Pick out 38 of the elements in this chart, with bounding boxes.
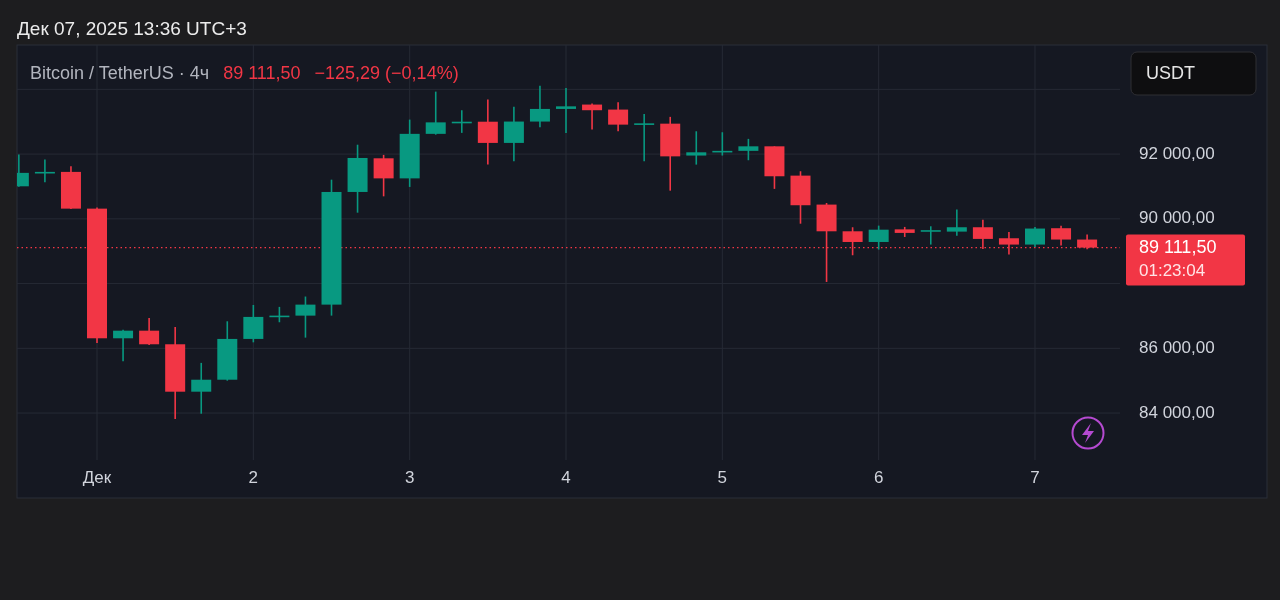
y-tick-label: 92 000,00: [1139, 143, 1215, 163]
ref-line-label: 89 111,50: [1139, 237, 1217, 258]
x-tick-label: 6: [873, 468, 884, 488]
candlestick: [946, 208, 967, 237]
candlestick: [1025, 226, 1045, 248]
y-tick-label: 84 000,00: [1139, 402, 1215, 422]
x-tick-label: 3: [404, 468, 415, 488]
candlestick: [1051, 224, 1072, 247]
candlestick: [113, 329, 134, 363]
candlestick: [556, 87, 576, 134]
candlestick: [738, 138, 759, 162]
candlestick: [373, 154, 394, 198]
candlestick: [295, 295, 316, 339]
candlestick: [920, 225, 941, 246]
candlestick: [425, 90, 446, 136]
candlestick: [529, 84, 550, 129]
candlestick: [477, 98, 498, 166]
candlestick: [868, 224, 889, 251]
x-tick-label: 5: [717, 468, 728, 488]
x-tick-label: 4: [561, 468, 571, 488]
text: Дек 07, 2025 13:36 UTC+3: [17, 18, 247, 40]
x-tick-label: 7: [1030, 468, 1040, 488]
candlestick: [608, 101, 629, 133]
candlestick: [634, 113, 655, 163]
annotation: 89 111,50: [223, 62, 301, 83]
text: Bitcoin / TetherUS · 4ч: [30, 62, 210, 83]
candlestick: [503, 106, 524, 163]
x-tick-label: 2: [248, 468, 259, 488]
candlestick: [686, 130, 707, 166]
text: 01:23:04: [1139, 261, 1206, 281]
candlestick: [243, 304, 264, 344]
text: USDT: [1146, 62, 1195, 83]
candlestick: [191, 362, 212, 415]
annotation: −125,29 (−0,14%): [314, 62, 459, 83]
y-tick-label: 90 000,00: [1139, 208, 1215, 228]
x-tick-label: Дек: [82, 468, 112, 488]
candlestick: [139, 317, 160, 346]
y-tick-label: 86 000,00: [1139, 337, 1215, 357]
